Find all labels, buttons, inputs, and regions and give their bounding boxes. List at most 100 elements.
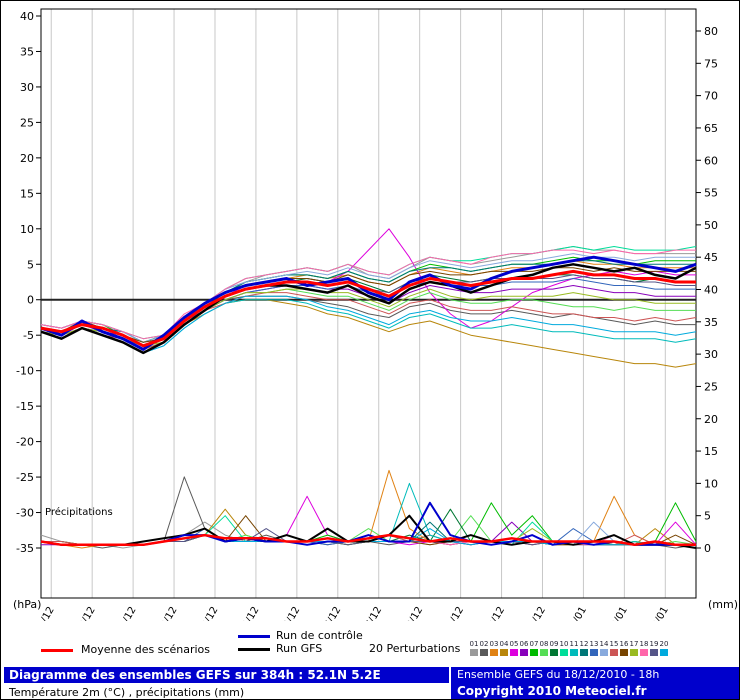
left-tick-label: -10 [16, 365, 34, 378]
right-tick-label: 65 [704, 122, 718, 135]
perturbation-number: 08 [539, 640, 549, 648]
x-tick-label: 20/12 [74, 605, 98, 621]
left-tick-label: 5 [27, 258, 34, 271]
temp-perturbation-15 [40, 292, 697, 350]
gfs-legend-label: Run GFS [276, 642, 323, 655]
right-tick-label: 45 [704, 251, 718, 264]
right-tick-label: 60 [704, 154, 718, 167]
right-tick-label: 15 [704, 445, 718, 458]
perturbation-number: 11 [569, 640, 579, 648]
left-tick-label: -5 [23, 329, 34, 342]
perturbation-swatch [630, 649, 638, 656]
perturbation-number: 17 [629, 640, 639, 648]
copyright-text: Copyright 2010 Meteociel.fr [457, 684, 647, 698]
right-unit-label: (mm) [708, 598, 738, 611]
right-tick-label: 75 [704, 57, 718, 70]
x-tick-label: 30/12 [483, 605, 507, 621]
right-tick-label: 10 [704, 477, 718, 490]
perturbation-number: 03 [489, 640, 499, 648]
perturbation-swatch [480, 649, 488, 656]
control-legend-label: Run de contrôle [276, 629, 363, 642]
x-tick-label: 31/12 [524, 605, 548, 621]
right-tick-label: 80 [704, 25, 718, 38]
perturbation-swatch [640, 649, 648, 656]
chart-title-banner: Diagramme des ensembles GEFS sur 384h : … [4, 667, 449, 683]
right-tick-label: 40 [704, 284, 718, 297]
perturbation-number: 13 [589, 640, 599, 648]
perturbation-swatch [560, 649, 568, 656]
perturbation-swatch [570, 649, 578, 656]
x-tick-label: 23/12 [197, 605, 221, 621]
perturbation-number: 02 [479, 640, 489, 648]
perturbation-swatch [510, 649, 518, 656]
left-tick-label: -30 [16, 507, 34, 520]
control-line-sample [238, 635, 270, 638]
perturbation-numbers-row: 0102030405060708091011121314151617181920 [469, 631, 669, 650]
temp-perturbation-09 [40, 274, 696, 347]
perturbation-swatch [490, 649, 498, 656]
x-tick-label: 28/12 [401, 605, 425, 621]
perturbation-number: 05 [509, 640, 519, 648]
mean-line-sample [41, 649, 73, 652]
perturbations-count-label: 20 Perturbations [369, 642, 461, 655]
perturbation-number: 10 [559, 640, 569, 648]
perturbation-number: 12 [579, 640, 589, 648]
temp-gfs [40, 263, 697, 355]
perturbation-number: 09 [549, 640, 559, 648]
perturbation-swatch [550, 649, 558, 656]
left-unit-label: (hPa) [13, 598, 41, 611]
left-tick-label: -25 [16, 471, 34, 484]
gfs-line-sample [238, 648, 270, 651]
x-tick-label: 02/01 [606, 605, 630, 621]
temp-perturbation-04 [40, 299, 697, 368]
x-tick-label: 01/01 [565, 605, 589, 621]
perturbation-swatch [500, 649, 508, 656]
x-tick-label: 25/12 [279, 605, 303, 621]
run-info-banner: Ensemble GEFS du 18/12/2010 - 18h Copyri… [451, 667, 739, 699]
right-tick-label: 20 [704, 413, 718, 426]
perturbation-swatches-row [469, 641, 669, 660]
perturbation-swatch [600, 649, 608, 656]
temp-perturbation-16 [40, 267, 696, 343]
left-tick-label: -20 [16, 436, 34, 449]
x-tick-label: 24/12 [238, 605, 262, 621]
right-tick-label: 0 [704, 542, 711, 555]
ensemble-chart: 19/12 20/12 21/12 22/12 23/12 24/12 25/12 26/12… [13, 8, 738, 621]
temp-perturbation-06 [40, 285, 696, 347]
perturbation-swatch [610, 649, 618, 656]
temp-perturbation-18 [40, 249, 696, 340]
perturbation-number: 19 [649, 640, 659, 648]
x-tick-label: 26/12 [319, 605, 343, 621]
x-tick-label: 27/12 [360, 605, 384, 621]
right-tick-label: 5 [704, 510, 711, 523]
x-tick-label: 22/12 [156, 605, 180, 621]
perturbation-number: 01 [469, 640, 479, 648]
precip-section-label: Précipitations [45, 506, 113, 518]
right-tick-label: 35 [704, 316, 718, 329]
right-tick-label: 25 [704, 380, 718, 393]
perturbation-swatch [470, 649, 478, 656]
mean-legend-label: Moyenne des scénarios [81, 643, 210, 656]
perturbation-swatch [650, 649, 658, 656]
left-tick-label: 10 [20, 223, 34, 236]
perturbation-swatch [540, 649, 548, 656]
temp-perturbation-02 [40, 295, 696, 350]
left-tick-label: -15 [16, 400, 34, 413]
temp-perturbation-14 [40, 253, 696, 343]
right-tick-label: 30 [704, 348, 718, 361]
perturbation-number: 04 [499, 640, 509, 648]
temp-mean [40, 269, 696, 348]
precipitation-series-layer [40, 469, 697, 549]
temperature-series-layer [40, 228, 697, 368]
left-tick-label: 15 [20, 187, 34, 200]
left-tick-label: 20 [20, 152, 34, 165]
x-tick-label: 03/01 [647, 605, 671, 621]
perturbation-number: 16 [619, 640, 629, 648]
perturbation-number: 07 [529, 640, 539, 648]
perturbation-swatch [520, 649, 528, 656]
perturbation-swatch [660, 649, 668, 656]
perturbation-swatch [590, 649, 598, 656]
precip-perturbation-03 [40, 469, 696, 549]
left-tick-label: 30 [20, 81, 34, 94]
